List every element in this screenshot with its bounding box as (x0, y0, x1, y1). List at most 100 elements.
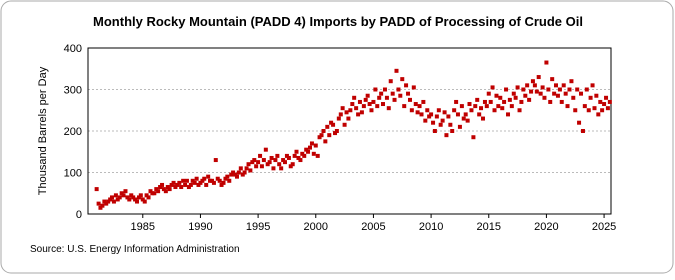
point (411, 85, 416, 90)
point (111, 199, 116, 204)
point (577, 120, 582, 125)
point (573, 108, 578, 113)
point (277, 162, 282, 167)
point (559, 99, 564, 104)
point (215, 176, 220, 181)
point (133, 197, 138, 202)
point (294, 149, 299, 154)
point (442, 110, 447, 115)
point (507, 97, 512, 102)
point (229, 172, 234, 177)
point (471, 135, 476, 140)
point (500, 106, 505, 111)
point (475, 97, 480, 102)
point (546, 87, 551, 92)
point (300, 151, 305, 156)
point (479, 106, 484, 111)
point (342, 122, 347, 127)
point (246, 162, 251, 167)
point (186, 185, 191, 190)
point (206, 174, 211, 179)
point (327, 133, 332, 138)
point (565, 104, 570, 109)
point (563, 91, 568, 96)
point (534, 89, 539, 94)
point (171, 180, 176, 185)
point (313, 143, 318, 148)
point (604, 95, 609, 100)
point (548, 99, 553, 104)
point (415, 110, 420, 115)
point (386, 106, 391, 111)
point (259, 164, 264, 169)
point (344, 110, 349, 115)
point (188, 182, 193, 187)
point (423, 118, 428, 123)
point (163, 189, 168, 194)
point (527, 97, 532, 102)
point (480, 116, 485, 121)
point (354, 106, 359, 111)
point (392, 97, 397, 102)
plot-border (87, 47, 612, 215)
point (484, 104, 489, 109)
point (123, 189, 128, 194)
point (334, 129, 339, 133)
point (302, 153, 307, 158)
point (413, 102, 418, 107)
point (217, 178, 222, 183)
point (432, 129, 437, 133)
point (223, 176, 228, 181)
point (317, 135, 322, 140)
point (263, 147, 268, 152)
point (356, 112, 361, 117)
point (144, 193, 149, 198)
x-tick-label: 2005 (361, 221, 385, 233)
point (369, 108, 374, 113)
point (361, 104, 366, 109)
point (394, 68, 399, 73)
point (106, 199, 111, 204)
point (311, 151, 316, 156)
y-tick-label: 300 (64, 85, 82, 97)
point (167, 187, 172, 192)
point (450, 129, 455, 133)
point (231, 170, 236, 175)
x-tick-label: 2020 (534, 221, 558, 233)
point (452, 108, 457, 113)
point (102, 199, 107, 204)
point (398, 93, 403, 98)
x-tick-label: 1985 (131, 221, 155, 233)
point (200, 178, 205, 183)
point (461, 116, 466, 121)
point (256, 160, 261, 165)
point (525, 83, 530, 88)
point (492, 108, 497, 113)
point (315, 153, 320, 158)
point (104, 201, 109, 206)
y-tick-label: 100 (64, 168, 82, 180)
point (553, 83, 558, 88)
point (542, 95, 547, 100)
point (211, 180, 216, 185)
point (406, 91, 411, 96)
x-tick-label: 2025 (592, 221, 616, 233)
point (194, 176, 199, 181)
point (152, 191, 157, 196)
point (575, 87, 580, 92)
point (196, 182, 201, 187)
point (292, 153, 297, 158)
point (567, 87, 572, 92)
point (359, 110, 364, 115)
point (434, 114, 439, 119)
point (382, 87, 387, 92)
point (173, 185, 178, 190)
point (446, 114, 451, 119)
point (350, 102, 355, 107)
point (536, 75, 541, 80)
point (267, 160, 272, 165)
point (244, 166, 249, 171)
point (129, 193, 134, 198)
point (331, 122, 336, 127)
